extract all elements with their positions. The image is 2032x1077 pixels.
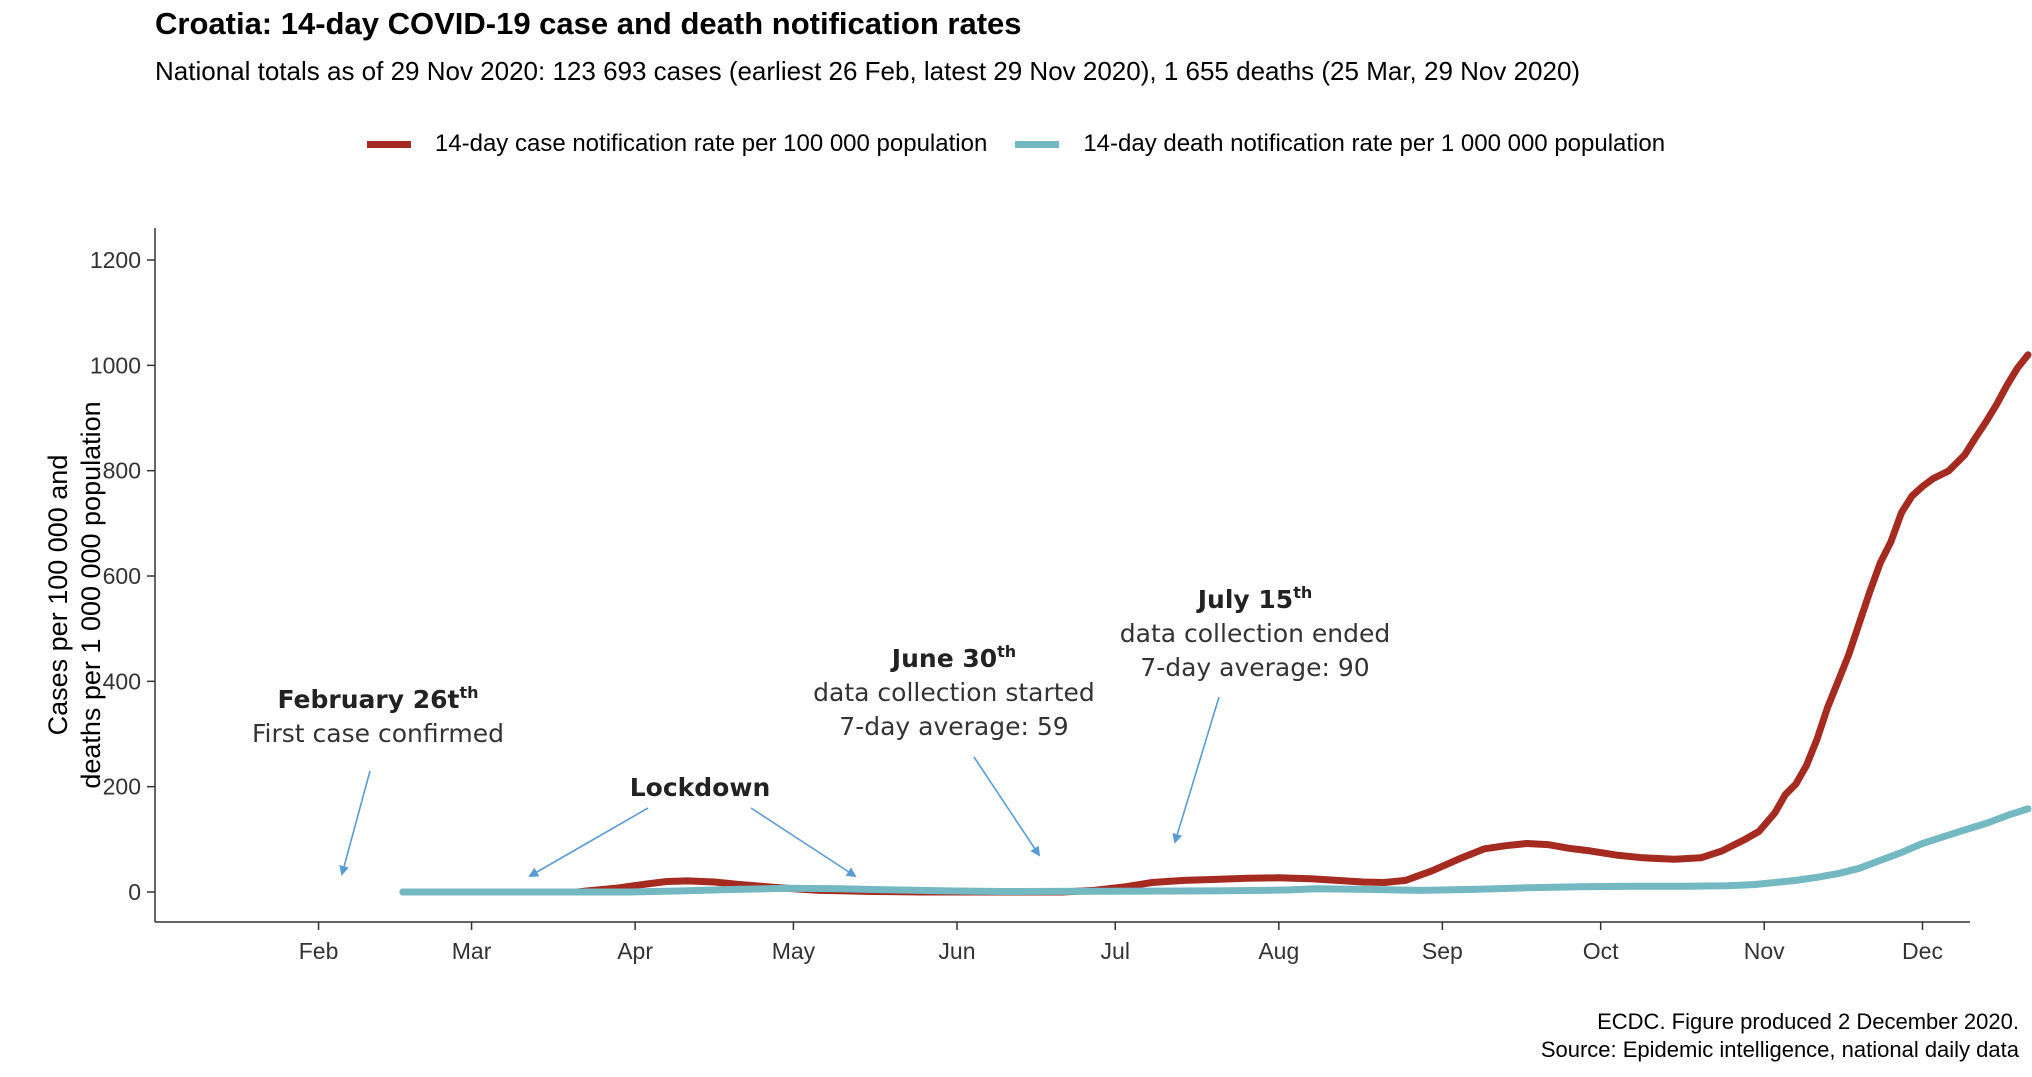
caption-line-1: ECDC. Figure produced 2 December 2020.: [1597, 1009, 2019, 1034]
x-tick-label: Dec: [1902, 938, 1943, 964]
annotation-lockdown: Lockdown: [528, 773, 857, 878]
x-tick-label: Apr: [617, 938, 653, 964]
chart-subtitle: National totals as of 29 Nov 2020: 123 6…: [155, 56, 1581, 86]
annotation-text-line: 7-day average: 59: [839, 712, 1068, 741]
x-tick-label: Feb: [299, 938, 339, 964]
y-tick-label: 1000: [90, 352, 141, 378]
annotation-text-line: First case confirmed: [252, 719, 504, 748]
legend-item-deaths: 14-day death notification rate per 1 000…: [1015, 130, 1665, 158]
annotation-text-line: data collection ended: [1120, 619, 1391, 648]
annotation-heading: Lockdown: [630, 773, 771, 802]
legend-swatch-cases: [366, 140, 411, 148]
annotation-june-30: June 30th data collection started 7-day av…: [813, 642, 1095, 857]
annotation-july-15: July 15th data collection ended 7-day aver…: [1120, 583, 1391, 844]
legend-item-cases: 14-day case notification rate per 100 00…: [366, 130, 988, 158]
x-tick-label: Oct: [1583, 938, 1619, 964]
y-tick-label: 1200: [90, 247, 141, 273]
y-tick-label: 0: [128, 879, 141, 905]
series-line-deaths: [399, 805, 2032, 896]
x-tick-label: Aug: [1258, 938, 1299, 964]
x-tick-label: Nov: [1744, 938, 1785, 964]
x-tick-label: Jun: [938, 938, 975, 964]
y-tick-label: 200: [103, 774, 141, 800]
annotation-arrow: [339, 770, 371, 876]
annotation-arrow: [528, 807, 649, 877]
x-tick-label: Jul: [1101, 938, 1130, 964]
legend-swatch-deaths: [1015, 140, 1060, 148]
chart-caption: ECDC. Figure produced 2 December 2020. S…: [1541, 1008, 2019, 1064]
annotation-heading: February 26tth: [277, 683, 478, 714]
x-tick-label: Mar: [452, 938, 492, 964]
caption-line-2: Source: Epidemic intelligence, national …: [1540, 1037, 2019, 1062]
x-tick-label: May: [772, 938, 816, 964]
legend-label-deaths: 14-day death notification rate per 1 000…: [1083, 130, 1666, 157]
x-tick-label: Sep: [1422, 938, 1463, 964]
annotation-heading: July 15th: [1196, 583, 1313, 614]
annotation-heading: June 30th: [890, 642, 1016, 673]
annotation-arrow: [750, 807, 857, 878]
annotation-first-case: February 26tth First case confirmed: [252, 683, 504, 876]
chart-legend: 14-day case notification rate per 100 00…: [0, 130, 2032, 158]
annotation-text-line: 7-day average: 90: [1140, 653, 1369, 682]
annotation-text-line: data collection started: [813, 678, 1095, 707]
annotation-arrow: [973, 756, 1041, 857]
y-tick-label: 400: [103, 668, 141, 694]
chart-title: Croatia: 14-day COVID-19 case and death …: [155, 6, 1022, 41]
legend-label-cases: 14-day case notification rate per 100 00…: [434, 130, 988, 157]
annotation-arrow: [1172, 696, 1220, 844]
y-tick-label: 800: [103, 458, 141, 484]
y-tick-label: 600: [103, 563, 141, 589]
